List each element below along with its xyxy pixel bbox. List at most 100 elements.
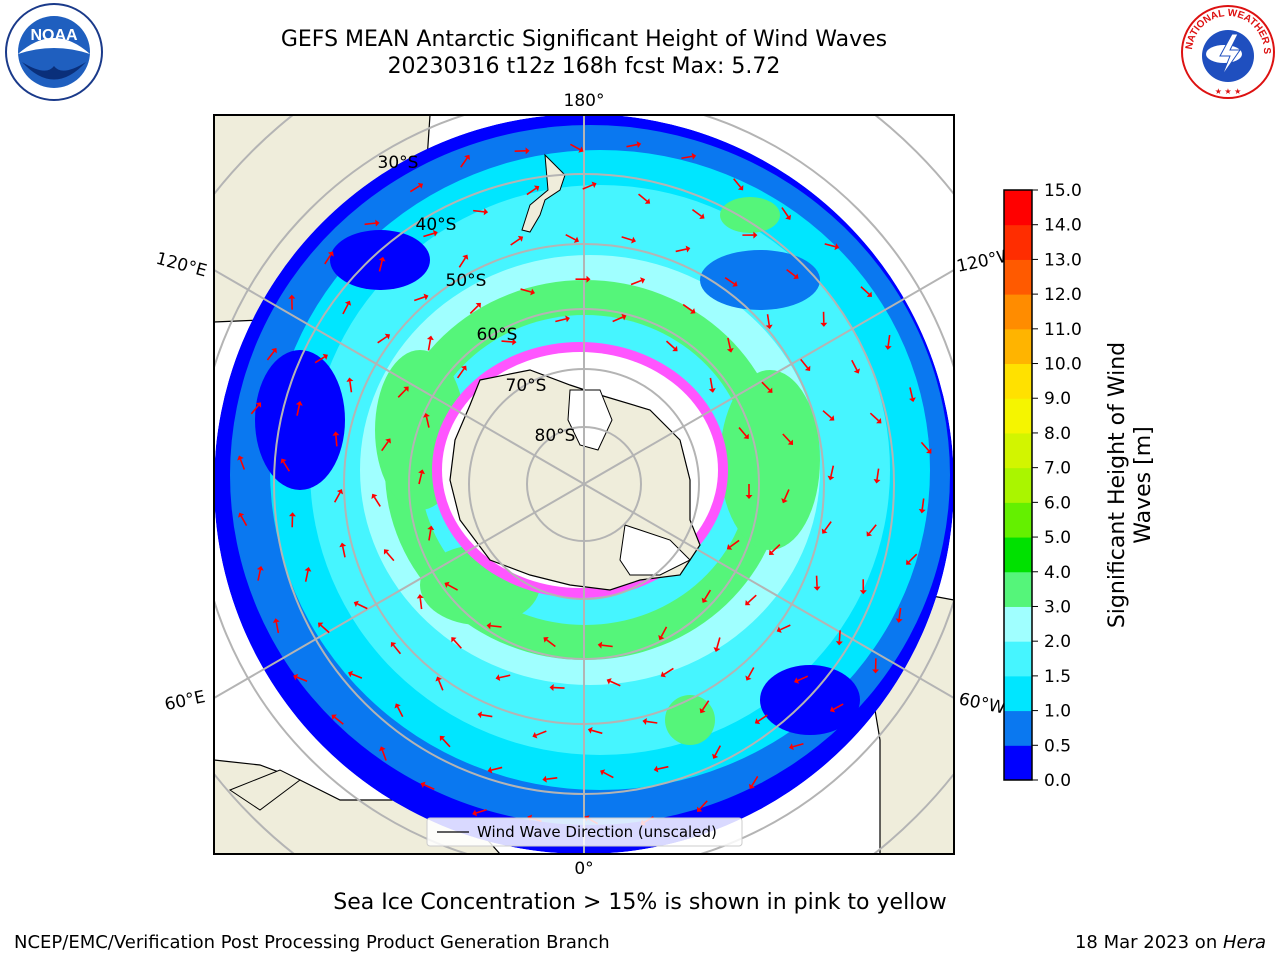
wave-direction-arrow-shaft <box>458 257 466 268</box>
footer-credit: NCEP/EMC/Verification Post Processing Pr… <box>14 932 610 953</box>
wave-direction-arrow-shaft <box>824 521 832 532</box>
wave-direction-arrow-shaft <box>709 377 714 389</box>
wave-direction-arrow-shaft <box>490 624 502 628</box>
colorbar-bin <box>1004 398 1032 434</box>
colorbar-bin <box>1004 259 1032 295</box>
wave-direction-arrow-head <box>591 181 597 189</box>
wave-direction-arrow-shaft <box>921 498 925 510</box>
wave-direction-arrow-shaft <box>553 686 565 689</box>
wave-direction-arrow-shaft <box>704 589 712 600</box>
wave-direction-arrow-head <box>322 353 328 360</box>
wave-direction-arrow-shaft <box>409 185 421 193</box>
map-frame <box>213 114 955 855</box>
wave-direction-arrow-head <box>827 475 835 481</box>
wave-direction-arrow-head <box>820 322 828 327</box>
colorbar-bin <box>1004 675 1032 712</box>
wave-direction-arrow-shaft <box>296 404 301 416</box>
wave-direction-arrow-head <box>642 718 647 725</box>
wave-direction-arrow-head <box>713 647 721 652</box>
noaa-wordmark: NOAA <box>30 27 78 44</box>
wave-direction-arrow-head <box>378 256 386 262</box>
parallel-label-60s: 60°S <box>477 325 518 345</box>
wave-direction-arrow-head <box>495 674 501 682</box>
wave-direction-arrow-head <box>876 418 882 424</box>
wave-direction-arrow-head <box>926 448 932 454</box>
wave-direction-arrow-head <box>866 291 873 297</box>
wave-direction-arrow-head <box>685 245 691 253</box>
wave-direction-arrow-head <box>565 315 570 323</box>
wave-direction-arrow-shaft <box>838 630 841 642</box>
wind-wave-arrows <box>237 141 932 826</box>
wave-direction-arrow-shaft <box>555 318 567 323</box>
wave-direction-arrow-shaft <box>333 492 341 503</box>
wave-direction-arrow-head <box>859 590 867 595</box>
wave-direction-arrow-shaft <box>771 544 781 553</box>
wave-direction-arrow-head <box>420 781 426 789</box>
wave-direction-arrow-head <box>532 731 538 739</box>
vector-legend: Wind Wave Direction (unscaled) <box>426 817 743 847</box>
wave-direction-arrow-shaft <box>314 356 325 364</box>
wave-direction-arrow-shaft <box>603 771 614 779</box>
wave-direction-arrow-head <box>745 600 751 606</box>
wave-direction-arrow-head <box>384 333 391 340</box>
wave-direction-arrow-head <box>835 641 843 646</box>
wave-direction-arrow-shaft <box>425 416 430 428</box>
wave-direction-arrow-shaft <box>876 468 880 480</box>
wave-direction-arrow-shaft <box>296 676 308 682</box>
colorbar: 0.0 0.5 1.0 1.5 2.0 3.0 4.0 5.0 6.0 7.0 8.0 9.0 10.0… <box>1003 181 1082 791</box>
wave-direction-arrow-shaft <box>520 288 532 293</box>
wave-direction-arrow-head <box>462 254 469 260</box>
ice-shelf-ross <box>567 389 613 451</box>
wave-direction-arrow-shaft <box>456 368 465 379</box>
wave-direction-arrow-shaft <box>797 675 809 682</box>
wave-direction-arrow-shaft <box>499 674 511 679</box>
wave-direction-arrow-shaft <box>701 700 710 711</box>
colorbar-bin <box>1004 467 1032 503</box>
wave-direction-arrow-head <box>423 412 430 418</box>
wave-direction-arrow-head <box>743 433 749 440</box>
wave-direction-arrow-head <box>621 313 627 321</box>
wave-direction-arrow-head <box>348 670 354 678</box>
wave-direction-arrow-head <box>701 597 708 603</box>
wave-direction-arrow-shaft <box>920 441 930 452</box>
wave-direction-arrow-shaft <box>682 303 693 312</box>
wave-direction-arrow-shaft <box>621 236 633 241</box>
wave-direction-arrow-head <box>353 600 359 608</box>
wave-direction-arrow-head <box>464 154 470 161</box>
wave-direction-arrow-head <box>644 198 651 204</box>
colorbar-bin <box>1004 328 1032 365</box>
colorbar-tick-label: 7.0 <box>1044 459 1071 479</box>
wave-direction-arrow-head <box>280 458 287 464</box>
chart-title: GEFS MEAN Antarctic Significant Height o… <box>280 27 888 52</box>
wave-direction-arrow-head <box>789 743 794 751</box>
wave-direction-arrow-head <box>339 542 347 548</box>
wave-direction-arrow-head <box>416 594 424 599</box>
wave-direction-arrow-head <box>517 235 524 242</box>
wave-direction-arrow-shaft <box>800 358 809 369</box>
wave-direction-arrow-head <box>765 324 773 330</box>
wave-direction-arrow-shaft <box>475 808 487 814</box>
wave-direction-arrow-shaft <box>822 410 832 419</box>
wave-direction-arrow-shaft <box>638 193 648 202</box>
wave-direction-arrow-shaft <box>681 155 693 160</box>
wave-direction-arrow-shaft <box>428 529 432 541</box>
wave-direction-arrow-head <box>658 634 665 641</box>
wave-direction-arrow-shaft <box>386 551 395 562</box>
colorbar-bin <box>1004 745 1032 781</box>
wave-direction-arrow-shaft <box>733 178 742 188</box>
colorbar-bin <box>1004 294 1032 330</box>
wave-direction-arrow-shaft <box>783 489 790 500</box>
wave-direction-arrow-head <box>672 345 678 352</box>
wave-direction-arrow-shaft <box>491 766 503 771</box>
parallel-label-40s: 40°S <box>416 215 457 235</box>
wave-direction-arrow-shaft <box>441 738 451 748</box>
wave-direction-arrow-shaft <box>423 232 435 238</box>
wave-direction-arrow-head <box>394 703 401 709</box>
wave-direction-arrow-shaft <box>663 667 674 676</box>
wave-direction-arrow-head <box>472 809 478 817</box>
footer-machine: Hera <box>1222 932 1266 953</box>
colorbar-label-line1: Significant Height of Wind <box>1105 342 1130 628</box>
wave-direction-arrow-head <box>653 765 659 773</box>
wave-direction-arrow-shaft <box>747 667 755 678</box>
wave-direction-arrow-head <box>828 415 835 421</box>
